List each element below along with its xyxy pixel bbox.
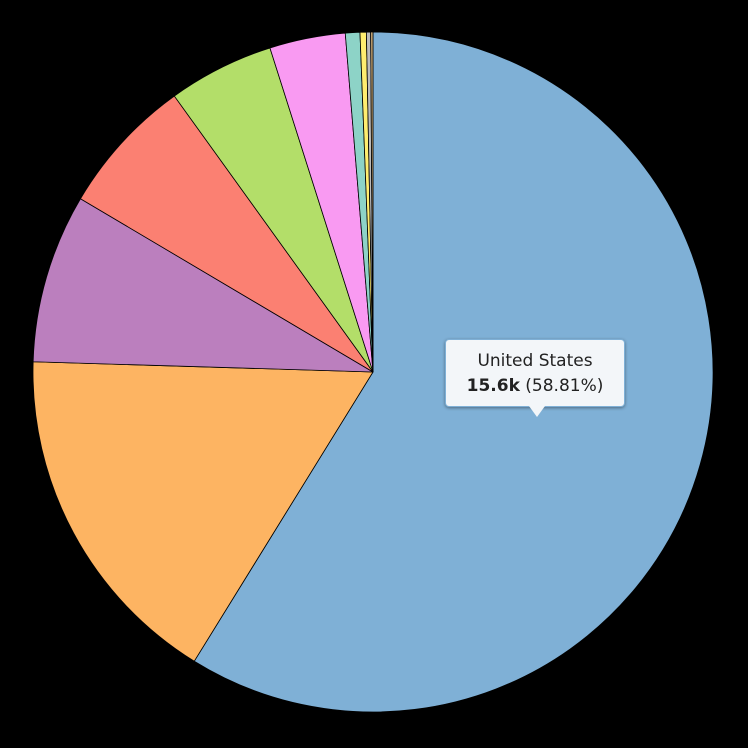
pie-slice <box>32 198 374 373</box>
tooltip-percent: (58.81%) <box>525 376 604 396</box>
pie-slice <box>79 95 374 373</box>
pie-slice <box>32 361 374 662</box>
pie-slice <box>370 31 374 373</box>
tooltip-arrow <box>529 406 545 417</box>
tooltip-category: United States <box>477 351 593 371</box>
tooltip: United States 15.6k (58.81%) <box>445 339 625 407</box>
tooltip-count: 15.6k <box>466 376 520 396</box>
tooltip-values: 15.6k (58.81%) <box>446 374 624 399</box>
